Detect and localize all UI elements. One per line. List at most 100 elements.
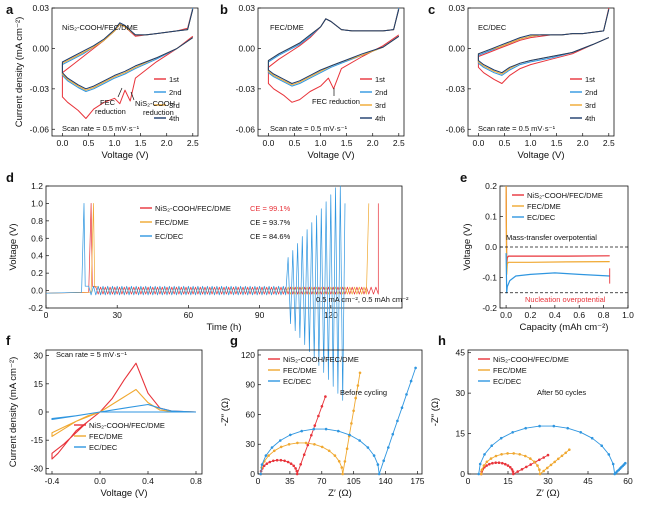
panel-e-nucleation-label: Nucleation overpotential [525,295,606,304]
eis-point-h-0 [512,472,515,476]
panel-c-tag: EC/DEC [478,23,507,32]
eis-point-h-0 [506,464,510,467]
x-tick-label-b: 0.0 [263,138,275,148]
eis-point-h-1 [538,468,541,472]
y-tick-label-f: -30 [31,463,44,473]
panel-b-fec-label: FEC reduction [312,97,360,106]
eis-point-g-1 [350,422,353,425]
panel-f-scan-rate: Scan rate = 5 mV·s⁻¹ [56,350,127,359]
eis-point-h-1 [524,454,527,458]
eis-point-g-1 [313,443,316,446]
eis-point-g-0 [299,463,303,466]
eis-point-g-2 [391,432,395,436]
eis-point-g-1 [267,454,270,457]
y-tick-label-c: -0.06 [446,124,466,134]
y-tick-label-d: 0.6 [31,233,43,243]
legend-entry-h: NiS₂-COOH/FEC/DME [493,355,569,364]
x-tick-label-f: -0.4 [45,476,60,486]
eis-point-g-2 [264,454,268,457]
eis-point-h-1 [533,460,536,464]
eis-point-h-0 [542,456,545,459]
eis-line-h-1 [480,449,570,475]
plot-frame-a [51,7,199,137]
eis-point-h-0 [525,465,528,469]
eis-point-h-1 [542,469,545,473]
eis-point-g-2 [377,472,381,476]
eis-point-g-0 [302,453,306,457]
legend-entry-c: 1st [585,75,596,84]
y-tick-label-e: 0.0 [485,242,497,252]
eis-point-h-0 [485,464,488,467]
x-tick-label-b: 2.5 [393,138,405,148]
eis-point-g-2 [414,366,417,370]
eis-point-h-0 [497,461,501,465]
x-tick-label-g: 175 [410,476,424,486]
cv-curve-c-4th [477,9,610,74]
legend-entry-h: FEC/DME [493,366,527,375]
x-tick-label-d: 30 [112,310,122,320]
x-tick-label-f: 0.0 [94,476,106,486]
eis-point-g-0 [317,414,320,418]
legend-entry-f: NiS₂-COOH/FEC/DME [89,421,165,430]
panel-h-note: After 50 cycles [537,388,586,397]
panel-e-mass-transfer-label: Mass-transfer overpotential [506,233,597,242]
voltage-trace-2 [45,185,346,401]
legend-entry-c: 3rd [585,101,596,110]
eis-point-h-1 [568,448,571,452]
eis-point-g-2 [260,463,264,466]
eis-point-h-2 [624,461,627,465]
eis-point-g-1 [345,447,349,451]
eis-point-g-0 [262,464,266,468]
panel-letter-d: d [6,170,14,185]
x-tick-label-a: 1.5 [135,138,147,148]
eis-line-h-2 [478,425,626,475]
legend-entry-b: 3rd [375,101,386,110]
x-tick-label-a: 1.0 [109,138,121,148]
x-tick-label-c: 0.5 [499,138,511,148]
y-tick-label-c: 0.00 [448,43,465,53]
x-axis-label-e: Capacity (mAh cm⁻²) [520,322,609,333]
eis-point-h-1 [560,454,564,458]
eis-point-h-2 [483,453,486,456]
eis-point-g-1 [320,445,324,449]
eis-point-g-0 [320,405,324,408]
panel-c-scan-rate: Scan rate = 0.5 mV·s⁻¹ [478,124,556,133]
x-tick-label-e: 0.8 [598,310,610,320]
y-tick-label-a: 0.00 [32,43,49,53]
panel-a-fec-label: FEC [100,98,116,107]
y-tick-label-d: 1.2 [31,181,43,191]
cv-curve-b-3rd [267,9,400,86]
y-tick-label-e: -0.2 [482,303,497,313]
y-tick-label-d: -0.2 [28,303,43,313]
eis-point-g-0 [265,462,269,466]
x-tick-label-b: 0.5 [289,138,301,148]
eis-point-h-1 [549,463,553,467]
y-tick-label-b: 0.03 [238,3,255,13]
x-tick-label-b: 1.5 [341,138,353,148]
eis-point-g-2 [259,472,263,476]
x-tick-label-e: 0.6 [573,310,585,320]
legend-entry-d: FEC/DME [155,218,189,227]
cv-curve-c-2nd [477,9,610,76]
eis-point-g-0 [279,458,283,462]
y-tick-label-g: 30 [246,439,256,449]
eis-point-h-0 [538,458,541,462]
eis-point-h-1 [538,472,542,476]
x-tick-label-h: 0 [466,476,471,486]
eis-point-g-0 [292,464,296,468]
y-tick-label-h: 30 [456,388,466,398]
eis-point-h-1 [512,452,515,455]
x-tick-label-g: 105 [347,476,361,486]
legend-entry-g: NiS₂-COOH/FEC/DME [283,355,359,364]
eis-point-h-0 [488,462,491,466]
x-tick-label-h: 45 [583,476,593,486]
eis-point-h-1 [518,453,521,456]
legend-entry-g: EC/DEC [283,377,312,386]
panel-b-tag: FEC/DME [270,23,304,32]
plot-frame-d [45,185,403,309]
panel-a-nis-label2: reduction [143,108,174,117]
eis-point-g-2 [376,463,380,466]
eis-point-h-0 [511,470,515,473]
eis-point-h-1 [482,464,486,467]
